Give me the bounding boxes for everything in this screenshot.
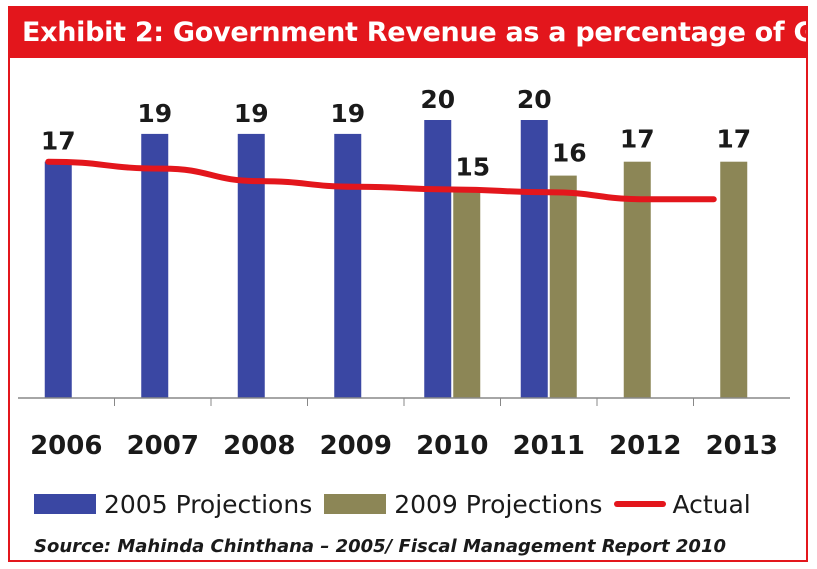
data-label-2009-projections-2013: 17 [716,125,751,154]
x-axis-group: 2006 2007 2008 2009 2010 2011 2012 2013 [18,397,790,461]
data-label-2009-projections-2012: 17 [620,125,655,154]
legend-item-2005-projections: 2005 Projections [34,490,312,519]
x-tick-label-2009: 2009 [320,431,392,461]
bar-2005-projections-2009 [334,133,362,398]
chart-title: Exhibit 2: Government Revenue as a perce… [10,8,806,58]
legend-swatch-actual [614,501,667,507]
data-label-2009-projections-2011: 16 [552,139,587,168]
data-label-2005-projections-2007: 19 [137,99,172,128]
bars-group [44,120,748,398]
actual-line-group [45,158,717,203]
legend-swatch-2009-projections [324,494,387,514]
source-note: Source: Mahinda Chinthana – 2005/ Fiscal… [34,536,726,557]
bar-2005-projections-2008 [237,133,265,398]
legend-label-2009-projections: 2009 Projections [394,489,603,519]
legend-label-2005-projections: 2005 Projections [104,489,313,519]
x-tick-label-2010: 2010 [416,431,488,461]
legend: 2005 Projections 2009 Projections Actual [34,484,763,524]
data-label-2005-projections-2006: 17 [41,127,76,156]
x-tick-label-2011: 2011 [513,431,585,461]
bar-2009-projections-2013 [720,161,748,398]
bar-2005-projections-2010 [424,120,452,398]
data-label-2005-projections-2009: 19 [330,99,365,128]
legend-swatch-2005-projections [34,494,96,514]
legend-label-actual: Actual [672,489,751,519]
bar-2005-projections-2006 [44,161,72,398]
actual-series-line [45,158,717,203]
x-tick-label-2008: 2008 [223,431,295,461]
legend-item-actual: Actual [614,489,751,519]
x-tick-label-2007: 2007 [127,431,199,461]
x-tick-label-2012: 2012 [609,431,681,461]
bar-2009-projections-2011 [549,175,577,398]
bar-2005-projections-2011 [520,120,548,398]
data-label-2009-projections-2010: 15 [455,153,490,182]
data-label-2005-projections-2010: 20 [420,85,455,114]
data-label-2005-projections-2008: 19 [234,99,269,128]
legend-item-2009-projections: 2009 Projections [324,490,602,519]
x-tick-label-2006: 2006 [30,431,102,461]
bar-2009-projections-2010 [453,189,481,398]
bar-2005-projections-2007 [141,133,169,398]
data-label-2005-projections-2011: 20 [517,85,552,114]
x-tick-label-2013: 2013 [706,431,778,461]
